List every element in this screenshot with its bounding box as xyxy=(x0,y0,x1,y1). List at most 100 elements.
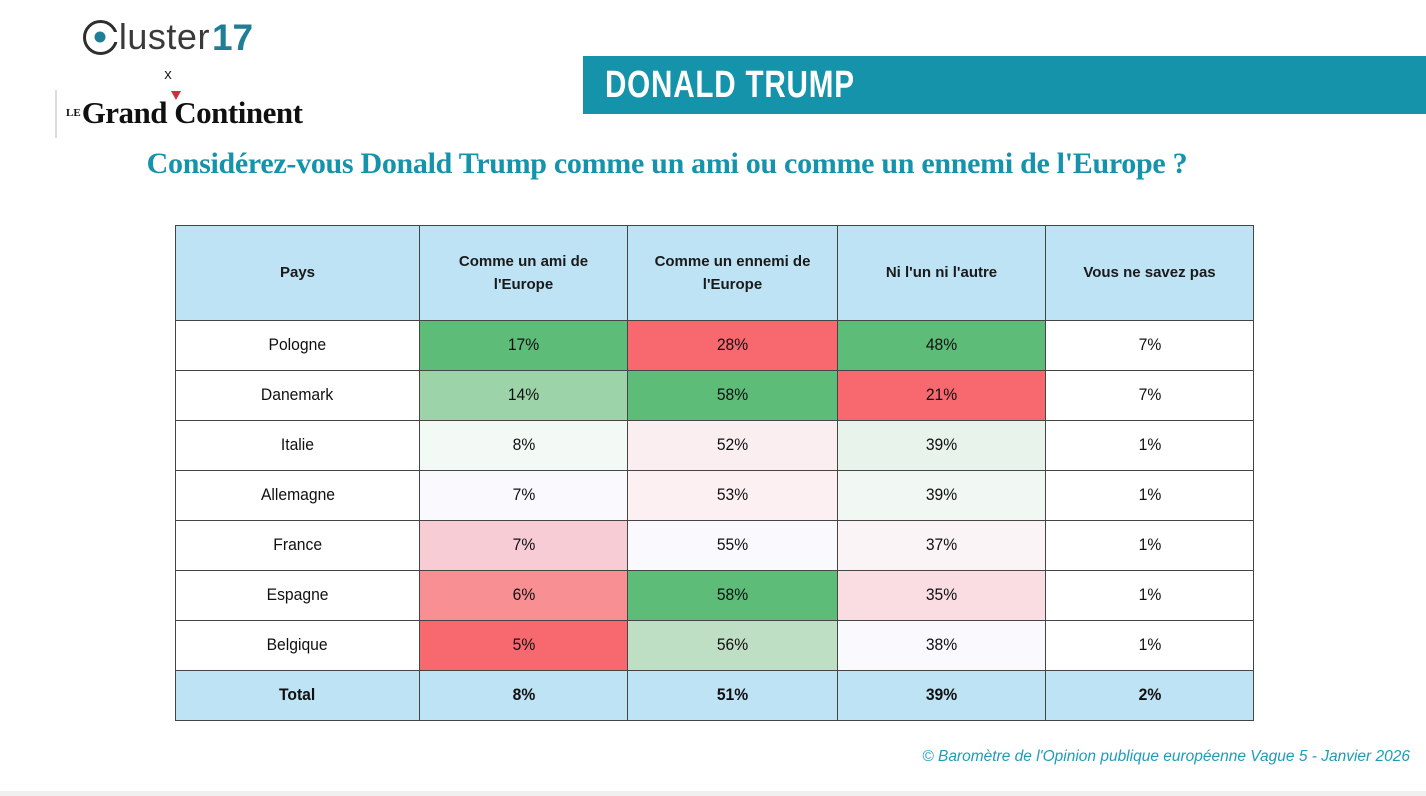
total-value: 51% xyxy=(716,686,749,704)
country-label: Italie xyxy=(280,436,315,454)
bottom-strip xyxy=(0,791,1426,796)
cluster17-logo: luster 17 xyxy=(55,12,281,62)
value-cell: 8% xyxy=(419,420,628,471)
value-cell: 37% xyxy=(837,520,1046,571)
value-label: 21% xyxy=(925,386,958,404)
country-cell: Pologne xyxy=(175,320,420,371)
total-value-cell: 51% xyxy=(627,670,838,721)
value-cell: 1% xyxy=(1045,520,1254,571)
value-cell: 5% xyxy=(419,620,628,671)
country-cell: Italie xyxy=(175,420,420,471)
value-cell: 21% xyxy=(837,370,1046,421)
table-row: Espagne 6% 58% 35% 1% xyxy=(175,570,1254,621)
value-label: 28% xyxy=(716,336,749,354)
country-label: France xyxy=(273,536,322,554)
total-label: Total xyxy=(279,686,316,704)
cluster-c-ring-icon xyxy=(82,19,118,55)
table-row: Allemagne 7% 53% 39% 1% xyxy=(175,470,1254,521)
header-pays: Pays xyxy=(175,225,420,321)
grand-continent-le: LE xyxy=(66,107,81,119)
value-label: 58% xyxy=(716,386,749,404)
red-accent-icon xyxy=(171,91,181,100)
value-label: 14% xyxy=(507,386,540,404)
value-label: 52% xyxy=(716,436,749,454)
value-cell: 7% xyxy=(419,470,628,521)
table-row: Danemark 14% 58% 21% 7% xyxy=(175,370,1254,421)
header-ne-savez-pas: Vous ne savez pas xyxy=(1045,225,1254,321)
country-label: Allemagne xyxy=(260,486,335,504)
value-cell: 55% xyxy=(627,520,838,571)
total-value: 8% xyxy=(512,686,535,704)
value-cell: 17% xyxy=(419,320,628,371)
value-label: 5% xyxy=(512,636,535,654)
country-cell: France xyxy=(175,520,420,571)
value-cell: 38% xyxy=(837,620,1046,671)
table-header: Pays Comme un ami de l'Europe Comme un e… xyxy=(175,225,1254,321)
total-value-cell: 8% xyxy=(419,670,628,721)
value-label: 39% xyxy=(925,436,958,454)
country-cell: Espagne xyxy=(175,570,420,621)
header-ami: Comme un ami de l'Europe xyxy=(419,225,628,321)
value-cell: 39% xyxy=(837,470,1046,521)
value-cell: 48% xyxy=(837,320,1046,371)
value-cell: 14% xyxy=(419,370,628,421)
survey-table: Pays Comme un ami de l'Europe Comme un e… xyxy=(175,225,1254,721)
value-cell: 53% xyxy=(627,470,838,521)
header-ennemi: Comme un ennemi de l'Europe xyxy=(627,225,838,321)
value-cell: 7% xyxy=(419,520,628,571)
total-value: 39% xyxy=(925,686,958,704)
value-cell: 58% xyxy=(627,370,838,421)
country-label: Belgique xyxy=(266,636,329,654)
table-row: Pologne 17% 28% 48% 7% xyxy=(175,320,1254,371)
value-cell: 1% xyxy=(1045,420,1254,471)
value-label: 7% xyxy=(1138,386,1161,404)
grand-continent-name: Grand Continent xyxy=(81,95,303,130)
value-label: 35% xyxy=(925,586,958,604)
value-cell: 52% xyxy=(627,420,838,471)
question-title: Considérez-vous Donald Trump comme un am… xyxy=(146,147,1188,180)
value-label: 56% xyxy=(716,636,749,654)
value-label: 7% xyxy=(512,536,535,554)
value-cell: 58% xyxy=(627,570,838,621)
value-label: 1% xyxy=(1138,536,1161,554)
value-label: 7% xyxy=(512,486,535,504)
value-label: 1% xyxy=(1138,586,1161,604)
value-label: 6% xyxy=(512,586,535,604)
value-cell: 28% xyxy=(627,320,838,371)
value-label: 1% xyxy=(1138,636,1161,654)
value-cell: 1% xyxy=(1045,620,1254,671)
header-row: Pays Comme un ami de l'Europe Comme un e… xyxy=(175,225,1254,321)
value-cell: 1% xyxy=(1045,470,1254,521)
total-row: Total 8% 51% 39% 2% xyxy=(175,670,1254,721)
table-row: France 7% 55% 37% 1% xyxy=(175,520,1254,571)
value-label: 53% xyxy=(716,486,749,504)
grand-continent-logo: LEGrand Continent xyxy=(55,90,303,138)
section-banner: DONALD TRUMP xyxy=(583,56,1426,114)
value-cell: 39% xyxy=(837,420,1046,471)
total-value-cell: 2% xyxy=(1045,670,1254,721)
value-label: 8% xyxy=(512,436,535,454)
country-label: Pologne xyxy=(268,336,327,354)
country-cell: Allemagne xyxy=(175,470,420,521)
total-label-cell: Total xyxy=(175,670,420,721)
table-row: Italie 8% 52% 39% 1% xyxy=(175,420,1254,471)
total-value: 2% xyxy=(1138,686,1161,704)
cluster-logo-text: luster xyxy=(118,16,210,57)
value-cell: 7% xyxy=(1045,320,1254,371)
value-label: 37% xyxy=(925,536,958,554)
value-label: 7% xyxy=(1138,336,1161,354)
country-cell: Danemark xyxy=(175,370,420,421)
logo-block: luster 17 x LEGrand Continent xyxy=(55,12,303,138)
table-row: Belgique 5% 56% 38% 1% xyxy=(175,620,1254,671)
logo-separator: x xyxy=(164,66,172,83)
country-label: Danemark xyxy=(261,386,334,404)
value-cell: 6% xyxy=(419,570,628,621)
value-label: 58% xyxy=(716,586,749,604)
value-label: 17% xyxy=(507,336,540,354)
value-label: 55% xyxy=(716,536,749,554)
value-label: 48% xyxy=(925,336,958,354)
value-cell: 56% xyxy=(627,620,838,671)
header-ni-lun-ni-lautre: Ni l'un ni l'autre xyxy=(837,225,1046,321)
country-label: Espagne xyxy=(266,586,329,604)
value-label: 1% xyxy=(1138,436,1161,454)
